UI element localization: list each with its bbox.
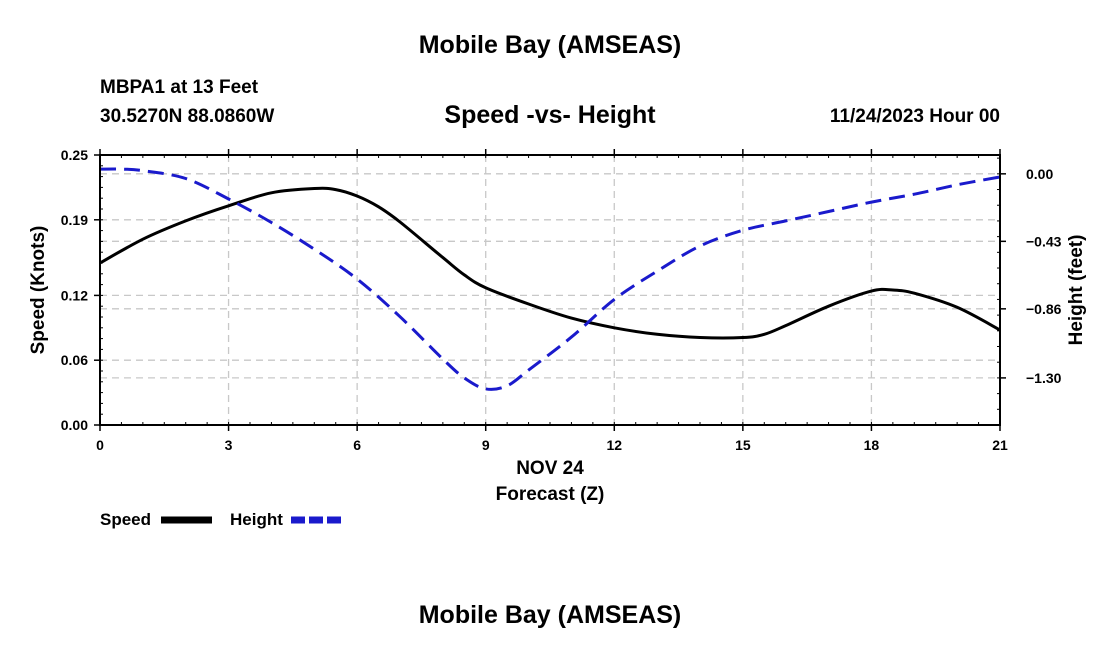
y2-tick-label: −1.30 (1026, 370, 1062, 386)
x-tick-label: 21 (992, 437, 1008, 453)
y-tick-label: 0.00 (61, 417, 88, 433)
series-layer (99, 167, 1001, 391)
legend-speed-label: Speed (100, 510, 151, 529)
y-tick-label: 0.25 (61, 147, 88, 163)
x-tick-label: 6 (353, 437, 361, 453)
x-tick-label: 12 (606, 437, 622, 453)
date-hour-label: 11/24/2023 Hour 00 (829, 106, 1000, 127)
y-tick-label: 0.19 (61, 212, 88, 228)
x-tick-label: 18 (864, 437, 880, 453)
minor-ticks (99, 154, 1001, 426)
x-tick-label: 3 (225, 437, 233, 453)
y-tick-label: 0.12 (61, 287, 88, 303)
series-line-speed (99, 186, 1001, 340)
x-axis-title: Forecast (Z) (496, 484, 605, 505)
y2-tick-label: −0.43 (1026, 233, 1062, 249)
axis-ticks: 0 3 6 9 12 15 18 21 0.00 0.06 0.12 0.19 0.25 0.00 −0.4… (61, 147, 1062, 453)
x-date-label: NOV 24 (516, 458, 584, 479)
chart-title: Speed -vs- Height (444, 101, 656, 129)
x-tick-label: 0 (96, 437, 104, 453)
coordinates-label: 30.5270N 88.0860W (100, 106, 275, 127)
station-label: MBPA1 at 13 Feet (100, 77, 259, 98)
grid (100, 155, 1000, 425)
y-axis-title: Speed (Knots) (28, 226, 49, 355)
plot-frame (99, 154, 1001, 426)
y2-axis-title: Height (feet) (1066, 235, 1087, 346)
page-title: Mobile Bay (AMSEAS) (418, 31, 682, 59)
x-tick-label: 9 (482, 437, 490, 453)
footer-title: Mobile Bay (AMSEAS) (418, 601, 682, 629)
y2-tick-label: 0.00 (1026, 166, 1053, 182)
legend-height-label: Height (230, 510, 283, 529)
series-line-height (99, 167, 1001, 391)
y2-tick-label: −0.86 (1026, 301, 1062, 317)
y-tick-label: 0.06 (61, 352, 88, 368)
axis-labels: NOV 24 Forecast (Z) Speed (Knots) Height… (28, 226, 1087, 505)
legend: Speed Height (100, 510, 342, 529)
x-tick-label: 15 (735, 437, 751, 453)
